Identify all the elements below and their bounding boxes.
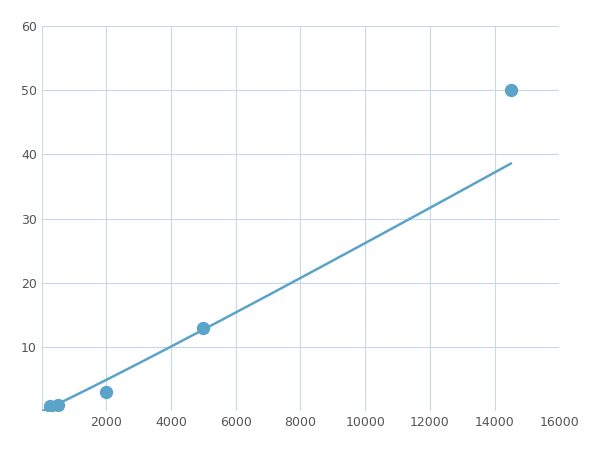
Point: [506, 86, 515, 94]
Point: [45, 403, 55, 410]
Point: [101, 388, 111, 396]
Point: [199, 324, 208, 331]
Point: [53, 401, 62, 409]
